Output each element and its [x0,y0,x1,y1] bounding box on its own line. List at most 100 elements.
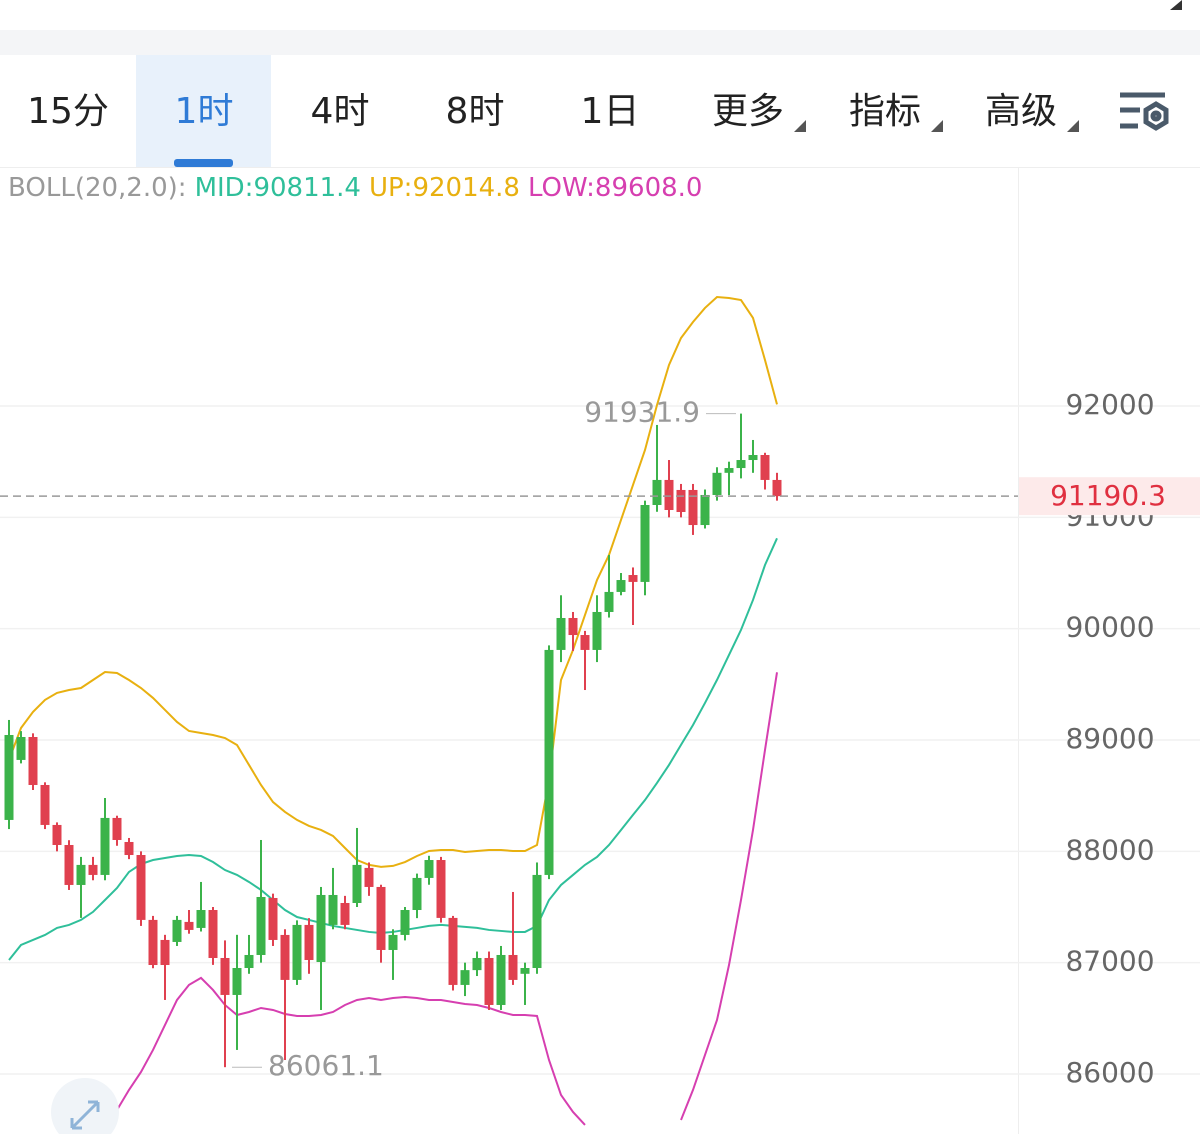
candle-body [364,867,374,887]
legend-entry: UP:92014.8 [369,173,520,203]
icon-dot [1150,110,1162,122]
indicator-legend: BOLL(20,2.0): MID:90811.4 UP:92014.8 LOW:89… [8,173,702,203]
candle-body [472,957,482,971]
candle-body [268,897,278,940]
low-label: 86061.1 [268,1049,384,1082]
candle-body [316,894,326,962]
candle-body [256,896,266,955]
tab[interactable]: 高级 [985,91,1057,132]
candle-body [712,472,722,495]
candle-body [508,954,518,980]
legend-entry: LOW:89608.0 [528,173,702,203]
plot [4,295,782,1126]
candle-body [340,902,350,925]
high-label: 91931.9 [584,396,700,429]
candle-body [664,479,674,511]
candle-body [736,460,746,469]
tab[interactable]: 1日 [581,91,640,132]
candle-body [280,934,290,980]
y-tick-label: 88000 [1065,833,1154,866]
candle-body [580,635,590,650]
candle-body [16,737,26,760]
icon-hex [1143,101,1169,131]
expand-button[interactable] [51,1078,119,1138]
candle-body [304,924,314,960]
tab[interactable]: 更多 [712,91,784,132]
candle-body [244,954,254,969]
candle-body [412,877,422,911]
tab[interactable]: 指标 [849,91,921,132]
candle-body [604,591,614,612]
tab[interactable]: 8时 [446,91,505,132]
candle-body [100,817,110,875]
candle-body [4,734,14,820]
candle-body [616,580,626,592]
candle-body [628,575,638,582]
tab-caret [1067,120,1079,132]
candle-body [556,617,566,650]
legend-entry: MID:90811.4 [195,173,361,203]
price-label: 91190.3 [1050,479,1166,512]
candle-body [148,919,158,966]
candle-body [448,917,458,985]
candle-body [568,617,578,636]
candle-body [400,910,410,935]
candle-body [208,910,218,958]
y-tick-label: 90000 [1065,611,1154,644]
candle-body [88,864,98,875]
candle-body [232,968,242,995]
candle-body [352,864,362,903]
candle-body [160,939,170,966]
tab-caret [794,120,806,132]
tab-caret [931,120,943,132]
separator [0,30,1200,55]
tab[interactable]: 1时 [175,91,234,132]
legend-entry: BOLL(20,2.0): [8,173,187,203]
status-strip [0,0,1200,30]
candle-body [520,968,530,974]
settings-icon[interactable] [1120,92,1169,131]
candle-body [328,894,338,925]
candle-body [724,468,734,473]
expand-icon [70,1100,100,1130]
tab[interactable]: 4时 [311,91,370,132]
candle-body [688,489,698,526]
candle-body [196,910,206,928]
band-line [8,537,778,961]
candle-body [592,611,602,650]
tab-active-bg [136,55,271,167]
candle-body [424,860,434,878]
y-tick-label: 87000 [1065,945,1154,978]
band-line [8,295,778,868]
candle-body [76,864,86,885]
price-tag [1019,477,1200,516]
overlay: 91931.9 86061.1 91190.3 [0,396,1200,1082]
candle-body [172,919,182,942]
candle-body [640,504,650,582]
y-tick-label: 86000 [1065,1056,1154,1089]
tab[interactable]: 15分 [27,91,109,132]
candle-body [40,784,50,825]
candle-body [652,479,662,505]
candle-body [112,817,122,840]
candle-body [460,970,470,985]
tabs: 15分 1时 4时 8时 1日 更多 指标 高级 [27,55,1079,167]
candle-body [676,489,686,513]
candle-body [52,824,62,845]
candle-body [124,841,134,856]
band-line [116,672,778,1126]
candle-body [496,954,506,1005]
candle-body [760,455,770,480]
candle-body [220,957,230,995]
candle-body [532,874,542,969]
candle-body [28,737,38,785]
candle-body [388,934,398,950]
y-tick-label: 89000 [1065,722,1154,755]
tab-underline [174,159,233,167]
candle-body [184,921,194,930]
candle-body [292,924,302,980]
candle-body [436,860,446,918]
candle-body [544,649,554,875]
